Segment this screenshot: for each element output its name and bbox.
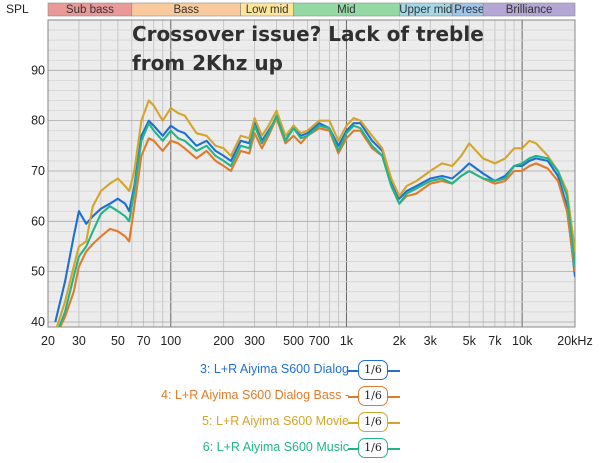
x-tick-label: 200 [213, 334, 234, 348]
band-label: Upper mid [399, 4, 452, 16]
x-tick-label: 30 [72, 334, 86, 348]
y-tick-label: 70 [31, 164, 45, 178]
y-tick-label: 40 [31, 315, 45, 329]
smoothing-toggle-button[interactable]: 1/6 [358, 360, 388, 380]
x-tick-label: 5k [463, 334, 477, 348]
band-label: Sub bass [66, 4, 114, 16]
series-lines [54, 99, 575, 327]
y-tick-label: 80 [31, 114, 45, 128]
x-tick-label: 500 [283, 334, 304, 348]
legend-label: 4: L+R Aiyima S600 Dialog Bass - [161, 388, 349, 402]
x-tick-label: 2k [393, 334, 407, 348]
x-tick-label-max: 20kHz [557, 334, 592, 348]
band-label: Low mid [246, 4, 289, 16]
x-tick-label: 50 [111, 334, 125, 348]
y-axis-label: SPL [6, 2, 29, 16]
band-label: Brilliance [506, 4, 553, 16]
plot-frame [47, 19, 576, 328]
x-tick-label: 3k [424, 334, 438, 348]
x-tick-label: 100 [160, 334, 181, 348]
band-label: Mid [337, 4, 356, 16]
band-label: Bass [173, 4, 199, 16]
legend-item[interactable]: 6: L+R Aiyima S600 Music 1/6 [0, 438, 600, 460]
y-tick-label: 50 [31, 265, 45, 279]
grid [47, 19, 576, 328]
x-tick-label: 1k [340, 334, 354, 348]
x-tick-label: 20 [41, 334, 55, 348]
legend-label: 3: L+R Aiyima S600 Dialog [199, 362, 349, 376]
legend-label: 6: L+R Aiyima S600 Music [202, 440, 349, 454]
legend-item[interactable]: 3: L+R Aiyima S600 Dialog 1/6 [0, 360, 600, 382]
x-tick-label: 70 [137, 334, 151, 348]
smoothing-toggle-button[interactable]: 1/6 [358, 438, 388, 458]
x-tick-label: 10k [512, 334, 533, 348]
smoothing-toggle-button[interactable]: 1/6 [358, 412, 388, 432]
series-line-5 [55, 99, 575, 327]
legend-item[interactable]: 4: L+R Aiyima S600 Dialog Bass - 1/6 [0, 386, 600, 408]
y-tick-label: 60 [31, 214, 45, 228]
chart-title: Crossover issue? Lack of treble from 2Kh… [132, 22, 484, 75]
x-tick-label: 7k [488, 334, 502, 348]
smoothing-toggle-button[interactable]: 1/6 [358, 386, 388, 406]
x-tick-label: 700 [309, 334, 330, 348]
x-tick-label: 300 [244, 334, 265, 348]
y-tick-label: 90 [31, 63, 45, 77]
series-line-6 [58, 114, 575, 327]
legend-label: 5: L+R Aiyima S600 Movie [202, 414, 349, 428]
legend-item[interactable]: 5: L+R Aiyima S600 Movie 1/6 [0, 412, 600, 434]
axes: SPL 40 50 60 70 80 90 20 30 50 70 100 200 300 500 700 1k… [6, 2, 593, 348]
band-label: Presence [454, 4, 503, 16]
band-6 [482, 2, 576, 17]
